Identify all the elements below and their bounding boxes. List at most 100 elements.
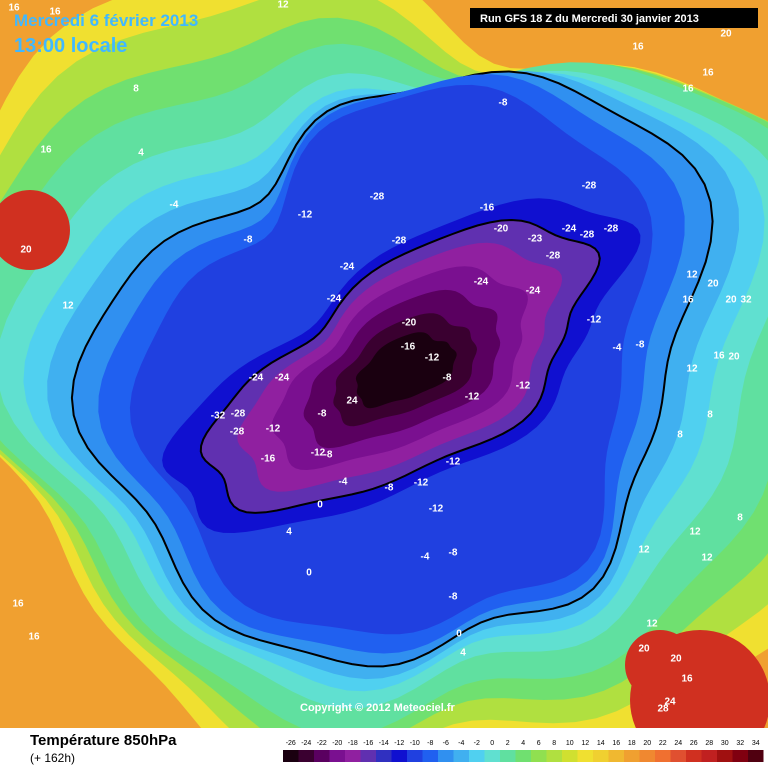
footer-lead: (+ 162h) — [30, 751, 75, 765]
colorbar-label: 30 — [721, 740, 729, 747]
contour-label: -12 — [429, 504, 444, 515]
contour-label: 0 — [317, 500, 323, 511]
contour-label: 4 — [286, 527, 292, 538]
contour-label: 12 — [686, 364, 698, 375]
colorbar-label: 4 — [521, 740, 525, 747]
contour-label: 12 — [62, 301, 74, 312]
colorbar-label: 0 — [490, 740, 494, 747]
colorbar-swatch — [500, 750, 516, 762]
contour-label: -8 — [449, 548, 458, 559]
contour-label: -12 — [311, 448, 326, 459]
colorbar-label: 12 — [581, 740, 589, 747]
colorbar-label: -26 — [286, 740, 296, 747]
contour-label: -8 — [499, 98, 508, 109]
colorbar-label: -12 — [394, 740, 404, 747]
contour-label: -24 — [562, 224, 577, 235]
contour-label: -24 — [340, 262, 355, 273]
contour-label: 12 — [638, 545, 650, 556]
contour-label: 4 — [138, 148, 144, 159]
contour-label: -23 — [528, 234, 543, 245]
contour-label: -12 — [587, 315, 602, 326]
colorbar-swatch — [360, 750, 376, 762]
contour-label: -8 — [449, 592, 458, 603]
contour-label: 16 — [682, 295, 694, 306]
contour-label: 4 — [460, 648, 466, 659]
contour-label: -28 — [370, 192, 385, 203]
copyright: Copyright © 2012 Meteociel.fr — [300, 702, 456, 714]
colorbar-swatch — [624, 750, 640, 762]
contour-label: 16 — [8, 3, 20, 14]
time-title: 13:00 locale — [14, 35, 127, 57]
contour-label: -8 — [244, 235, 253, 246]
colorbar-swatch — [407, 750, 423, 762]
colorbar-label: 24 — [674, 740, 682, 747]
colorbar-swatch — [376, 750, 392, 762]
contour-label: -4 — [339, 477, 348, 488]
contour-label: 8 — [707, 410, 713, 421]
contour-label: 12 — [277, 0, 289, 11]
colorbar-label: 32 — [736, 740, 744, 747]
colorbar-label: -6 — [443, 740, 449, 747]
colorbar-label: -8 — [427, 740, 433, 747]
colorbar-swatch — [469, 750, 485, 762]
colorbar-label: 14 — [597, 740, 605, 747]
colorbar-swatch — [655, 750, 671, 762]
contour-label: -8 — [385, 483, 394, 494]
colorbar-swatch — [422, 750, 438, 762]
colorbar-swatch — [593, 750, 609, 762]
colorbar-swatch — [701, 750, 717, 762]
colorbar-swatch — [345, 750, 361, 762]
contour-label: 20 — [720, 29, 732, 40]
colorbar-swatch — [438, 750, 454, 762]
contour-label: -24 — [275, 373, 290, 384]
contour-label: -28 — [546, 251, 561, 262]
contour-label: 16 — [713, 351, 725, 362]
contour-label: 16 — [681, 674, 693, 685]
contour-label: 0 — [456, 629, 462, 640]
contour-label: -20 — [402, 318, 417, 329]
contour-label: 12 — [689, 527, 701, 538]
contour-label: 24 — [664, 697, 676, 708]
contour-label: -4 — [421, 552, 430, 563]
contour-label: -12 — [414, 478, 429, 489]
colorbar-label: 26 — [690, 740, 698, 747]
contour-label: -32 — [211, 411, 226, 422]
contour-label: -4 — [170, 200, 179, 211]
colorbar-label: 2 — [506, 740, 510, 747]
contour-label: 20 — [725, 295, 737, 306]
contour-label: -28 — [392, 236, 407, 247]
contour-label: -16 — [401, 342, 416, 353]
colorbar-label: -24 — [301, 740, 311, 747]
colorbar-swatch — [608, 750, 624, 762]
contour-label: 20 — [638, 644, 650, 655]
contour-label: -12 — [425, 353, 440, 364]
contour-label: -12 — [446, 457, 461, 468]
contour-label: 20 — [670, 654, 682, 665]
colorbar-label: -18 — [348, 740, 358, 747]
contour-label: -8 — [443, 373, 452, 384]
colorbar-swatch — [314, 750, 330, 762]
contour-label: 8 — [133, 84, 139, 95]
contour-label: 8 — [737, 513, 743, 524]
contour-label: -28 — [582, 181, 597, 192]
contour-label: -28 — [230, 427, 245, 438]
colorbar-label: 10 — [566, 740, 574, 747]
colorbar-label: 8 — [552, 740, 556, 747]
warm-patch — [0, 190, 70, 270]
contour-label: 28 — [657, 704, 669, 715]
colorbar-swatch — [717, 750, 733, 762]
run-info: Run GFS 18 Z du Mercredi 30 janvier 2013 — [480, 13, 699, 25]
colorbar-swatch — [515, 750, 531, 762]
colorbar-label: -22 — [317, 740, 327, 747]
colorbar-label: -20 — [332, 740, 342, 747]
contour-label: -28 — [231, 409, 246, 420]
colorbar-swatch — [391, 750, 407, 762]
contour-label: 20 — [707, 279, 719, 290]
contour-label: -24 — [249, 373, 264, 384]
colorbar-label: 20 — [643, 740, 651, 747]
contour-label: 16 — [12, 599, 24, 610]
contour-label: -8 — [636, 340, 645, 351]
footer-title: Température 850hPa — [30, 732, 177, 749]
contour-label: -12 — [298, 210, 313, 221]
